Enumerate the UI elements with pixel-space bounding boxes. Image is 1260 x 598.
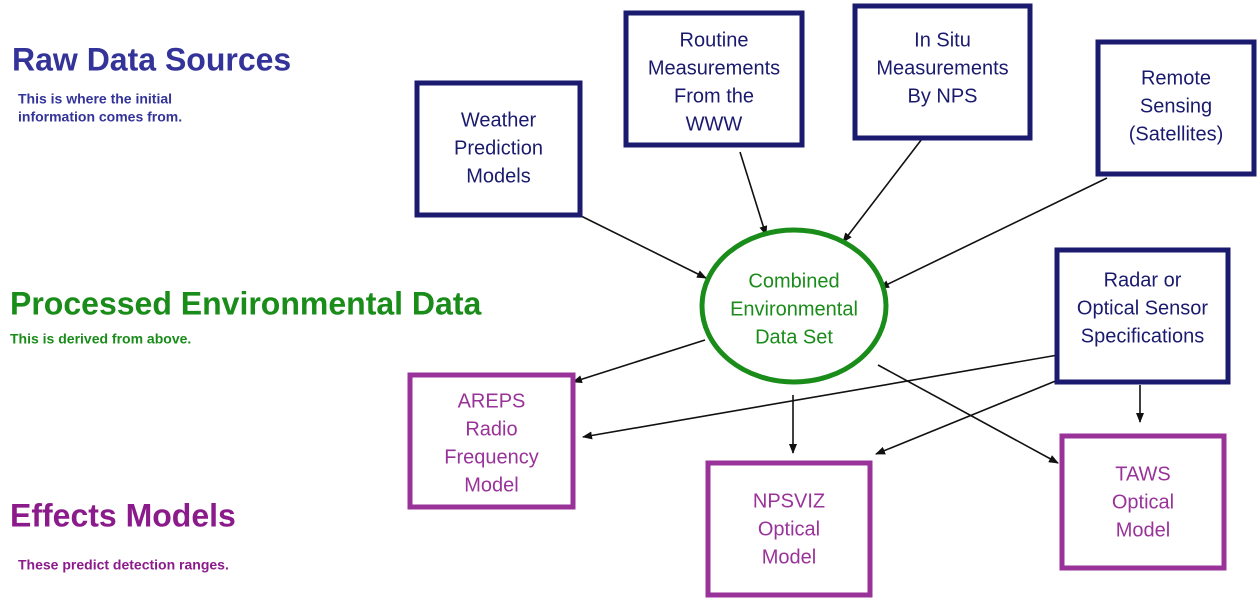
- node-label: Model: [762, 546, 816, 568]
- node-label: Optical Sensor: [1077, 297, 1209, 319]
- node-label: Model: [464, 474, 518, 496]
- node-label: In Situ: [914, 29, 971, 51]
- node-label: Specifications: [1081, 325, 1204, 347]
- node-label: Data Set: [755, 326, 833, 348]
- node-label: Remote: [1141, 67, 1211, 89]
- node-label: Sensing: [1140, 95, 1212, 117]
- node-ellipse: [699, 227, 889, 385]
- node-label: Measurements: [648, 57, 780, 79]
- arrow: [572, 339, 706, 384]
- node-box: [1054, 247, 1231, 385]
- node-label: Weather: [461, 109, 537, 131]
- node-label: Optical: [1112, 491, 1174, 513]
- node-label: TAWS: [1115, 463, 1171, 485]
- section-description: This is where the initial: [18, 91, 172, 107]
- node-label: By NPS: [907, 85, 977, 107]
- node-box: [407, 372, 576, 510]
- node-label: AREPS: [458, 390, 526, 412]
- node-label: From the: [674, 85, 754, 107]
- node-label: (Satellites): [1129, 123, 1223, 145]
- node-label: Environmental: [730, 298, 858, 320]
- arrow: [877, 364, 1059, 464]
- node-label: Models: [466, 165, 530, 187]
- node-label: Optical: [758, 518, 820, 540]
- node-label: Routine: [680, 29, 749, 51]
- arrow: [582, 354, 1059, 440]
- section-description: These predict detection ranges.: [18, 557, 229, 573]
- node-label: Measurements: [876, 57, 1008, 79]
- node-box: [852, 3, 1033, 141]
- node-label: Prediction: [454, 137, 543, 159]
- node-label: Radio: [465, 418, 517, 440]
- node-label: Radar or: [1104, 269, 1182, 291]
- node-label: Frequency: [444, 446, 539, 468]
- section-title: Processed Environmental Data: [10, 285, 481, 321]
- arrows: [572, 134, 1144, 464]
- node-label: NPSVIZ: [753, 490, 825, 512]
- node-box: [414, 80, 583, 218]
- arrow: [879, 177, 1108, 289]
- section-description: information comes from.: [18, 109, 182, 125]
- node-box: [1059, 433, 1227, 571]
- section-title: Raw Data Sources: [12, 41, 291, 77]
- arrow: [875, 379, 1059, 455]
- node-label: WWW: [686, 113, 743, 135]
- node-label: Model: [1116, 519, 1170, 541]
- section-title: Effects Models: [10, 497, 236, 533]
- arrow: [739, 151, 768, 236]
- section-description: This is derived from above.: [10, 331, 191, 347]
- node-box: [623, 10, 805, 148]
- node-box: [705, 460, 873, 598]
- node-box: [1095, 39, 1257, 177]
- node-label: Combined: [748, 270, 839, 292]
- arrow: [574, 212, 707, 279]
- arrow: [842, 134, 926, 243]
